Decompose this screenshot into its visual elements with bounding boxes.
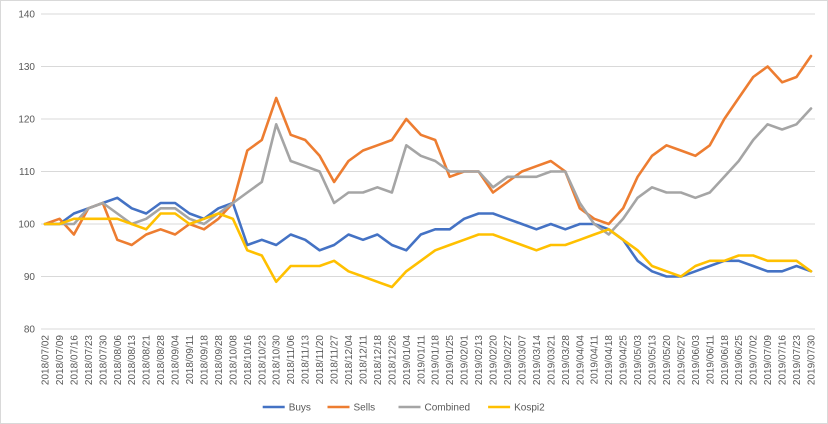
x-tick-label: 2019/03/21 bbox=[546, 335, 557, 385]
series-lines bbox=[43, 54, 813, 289]
x-tick-label: 2019/03/14 bbox=[532, 335, 543, 385]
legend-label: Combined bbox=[425, 403, 471, 414]
x-tick-label: 2018/11/13 bbox=[301, 335, 312, 385]
x-tick-label: 2019/03/07 bbox=[517, 335, 528, 385]
x-tick-label: 2018/09/18 bbox=[199, 335, 210, 385]
x-tick-label: 2018/12/04 bbox=[344, 335, 355, 385]
x-tick-label: 2019/02/01 bbox=[460, 335, 471, 385]
x-tick-label: 2019/06/25 bbox=[734, 335, 745, 385]
x-tick-label: 2018/08/13 bbox=[127, 335, 138, 385]
series-line-kospi2 bbox=[43, 212, 813, 289]
x-tick-label: 2019/02/13 bbox=[474, 335, 485, 385]
x-tick-label: 2018/08/21 bbox=[142, 335, 153, 385]
y-tick-label: 110 bbox=[19, 167, 35, 178]
x-tick-label: 2019/04/25 bbox=[619, 335, 630, 385]
x-tick-label: 2018/09/04 bbox=[171, 335, 182, 385]
y-tick-label: 90 bbox=[24, 272, 36, 283]
x-tick-label: 2018/07/02 bbox=[41, 335, 52, 385]
x-tick-label: 2019/01/11 bbox=[416, 335, 427, 385]
x-tick-label: 2018/07/09 bbox=[55, 335, 66, 385]
x-tick-label: 2019/04/18 bbox=[604, 335, 615, 385]
x-tick-label: 2018/09/11 bbox=[185, 335, 196, 385]
x-tick-label: 2019/01/18 bbox=[431, 335, 442, 385]
x-tick-label: 2018/09/28 bbox=[214, 335, 225, 385]
x-tick-label: 2019/05/27 bbox=[676, 335, 687, 385]
x-tick-label: 2019/04/04 bbox=[575, 335, 586, 385]
gridlines bbox=[41, 13, 815, 330]
x-tick-label: 2018/07/30 bbox=[98, 335, 109, 385]
x-tick-label: 2018/12/26 bbox=[387, 335, 398, 385]
x-tick-label: 2019/01/04 bbox=[402, 335, 413, 385]
x-tick-label: 2019/02/27 bbox=[503, 335, 514, 385]
series-line-combined bbox=[43, 107, 813, 236]
x-axis-ticks: 2018/07/02 2018/07/09 2018/07/16 2018/07/23… bbox=[41, 335, 818, 385]
legend-item-sells: Sells bbox=[327, 403, 376, 414]
x-tick-label: 2018/07/23 bbox=[84, 335, 95, 385]
x-tick-label: 2018/10/08 bbox=[228, 335, 239, 385]
y-tick-label: 100 bbox=[18, 220, 35, 231]
x-tick-label: 2018/10/16 bbox=[243, 335, 254, 385]
x-tick-label: 2019/07/23 bbox=[792, 335, 803, 385]
x-tick-label: 2019/07/02 bbox=[749, 335, 760, 385]
x-tick-label: 2019/03/28 bbox=[561, 335, 572, 385]
x-tick-label: 2019/07/30 bbox=[807, 335, 818, 385]
x-tick-label: 2019/01/25 bbox=[445, 335, 456, 385]
x-tick-label: 2019/07/16 bbox=[778, 335, 789, 385]
x-tick-label: 2018/11/06 bbox=[286, 335, 297, 385]
x-tick-label: 2019/06/11 bbox=[705, 335, 716, 385]
y-tick-label: 80 bbox=[24, 325, 36, 336]
x-tick-label: 2018/07/16 bbox=[69, 335, 80, 385]
legend: Buys Sells Combined Kospi2 bbox=[262, 403, 545, 414]
series-line-sells bbox=[43, 54, 813, 247]
legend-label: Kospi2 bbox=[514, 403, 545, 414]
x-tick-label: 2019/06/18 bbox=[720, 335, 731, 385]
x-tick-label: 2019/02/20 bbox=[489, 335, 500, 385]
x-tick-label: 2018/12/18 bbox=[373, 335, 384, 385]
y-tick-label: 120 bbox=[18, 115, 35, 126]
y-tick-label: 130 bbox=[18, 62, 35, 73]
legend-label: Buys bbox=[289, 403, 311, 414]
x-tick-label: 2018/10/30 bbox=[272, 335, 283, 385]
x-tick-label: 2019/04/11 bbox=[590, 335, 601, 385]
y-tick-label: 140 bbox=[18, 10, 35, 21]
x-tick-label: 2018/08/06 bbox=[113, 335, 124, 385]
x-tick-label: 2019/07/09 bbox=[763, 335, 774, 385]
x-tick-label: 2018/12/11 bbox=[358, 335, 369, 385]
legend-item-kospi2: Kospi2 bbox=[488, 403, 545, 414]
x-tick-label: 2019/06/03 bbox=[691, 335, 702, 385]
y-axis-ticks: 80 90 100 110 120 130 140 bbox=[18, 10, 35, 336]
legend-label: Sells bbox=[354, 403, 376, 414]
x-tick-label: 2018/11/27 bbox=[330, 335, 341, 385]
x-tick-label: 2018/10/23 bbox=[257, 335, 268, 385]
x-tick-label: 2019/05/03 bbox=[633, 335, 644, 385]
x-tick-label: 2019/05/20 bbox=[662, 335, 673, 385]
x-tick-label: 2019/05/13 bbox=[648, 335, 659, 385]
legend-item-buys: Buys bbox=[262, 403, 311, 414]
x-tick-label: 2018/11/20 bbox=[315, 335, 326, 385]
legend-item-combined: Combined bbox=[398, 403, 471, 414]
x-tick-label: 2018/08/28 bbox=[156, 335, 167, 385]
